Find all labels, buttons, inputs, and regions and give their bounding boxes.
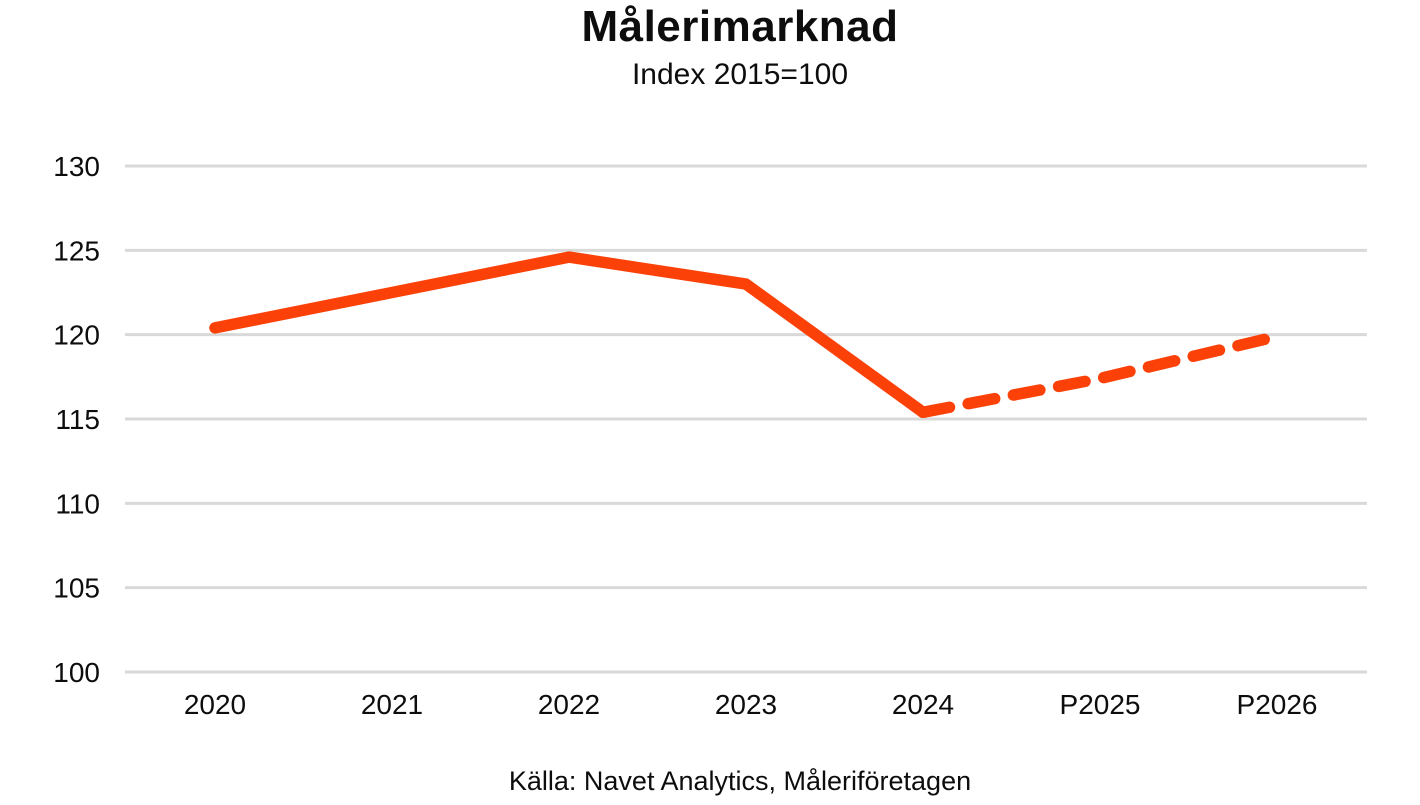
y-tick-label: 125	[53, 235, 100, 266]
x-tick-label: 2021	[361, 689, 423, 720]
series-line-dashed-forecast	[917, 330, 1283, 419]
x-tick-label: P2025	[1060, 689, 1141, 720]
y-tick-label: 115	[55, 404, 100, 435]
series-line-solid	[209, 251, 929, 419]
y-tick-label: 110	[55, 488, 100, 519]
y-tick-label: 105	[53, 573, 100, 604]
y-tick-label: 120	[53, 320, 100, 351]
x-tick-label: 2020	[184, 689, 246, 720]
x-tick-label: P2026	[1237, 689, 1318, 720]
x-tick-label: 2022	[538, 689, 600, 720]
chart-subtitle: Index 2015=100	[631, 58, 849, 91]
x-tick-label: 2024	[892, 689, 954, 720]
chart-title: Målerimarknad	[581, 2, 899, 51]
y-tick-label: 100	[53, 657, 100, 688]
y-tick-label: 130	[53, 151, 100, 182]
source-caption: Källa: Navet Analytics, Måleriföretagen	[508, 766, 972, 796]
x-tick-label: 2023	[715, 689, 777, 720]
